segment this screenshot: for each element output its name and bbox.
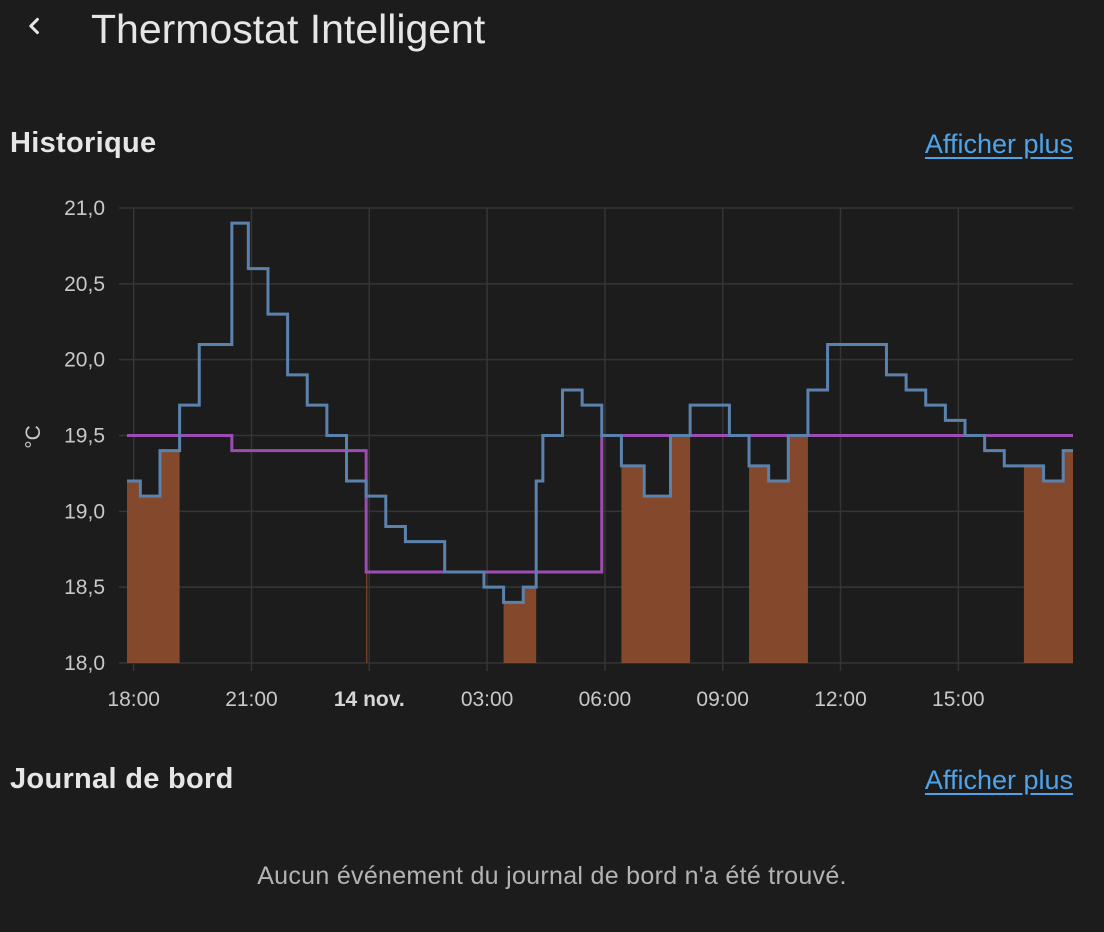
y-tick-label: 19,5 bbox=[64, 425, 105, 448]
x-tick-label: 14 nov. bbox=[334, 688, 405, 711]
x-tick-label: 18:00 bbox=[107, 688, 160, 711]
x-tick-label: 15:00 bbox=[932, 688, 985, 711]
page-title: Thermostat Intelligent bbox=[91, 6, 486, 52]
heating-area bbox=[749, 435, 808, 663]
heating-area bbox=[1023, 450, 1073, 663]
y-tick-label: 20,5 bbox=[64, 273, 105, 296]
history-chart: 18,018,519,019,520,020,521,0 18:00 21:00 1… bbox=[22, 197, 1073, 711]
series-line-target bbox=[127, 434, 1073, 574]
y-axis-label: °C bbox=[22, 425, 45, 449]
y-tick-label: 19,0 bbox=[64, 500, 105, 523]
y-axis-ticks: 18,0 18,5 19,0 19,5 20,0 20,5 21,0 bbox=[64, 197, 105, 675]
series-line-current bbox=[127, 221, 1073, 604]
chart-grid bbox=[119, 207, 1073, 671]
y-tick-label: 18,5 bbox=[64, 576, 105, 599]
chart-lines bbox=[127, 221, 1073, 604]
back-button[interactable] bbox=[12, 6, 56, 50]
logbook-section-title: Journal de bord bbox=[10, 763, 234, 795]
logbook-empty-message: Aucun événement du journal de bord n'a é… bbox=[257, 862, 847, 890]
x-tick-label: 21:00 bbox=[225, 688, 278, 711]
x-tick-label: 09:00 bbox=[696, 688, 749, 711]
heating-area bbox=[621, 435, 691, 663]
y-tick-label: 20,0 bbox=[64, 349, 105, 372]
app-header: Thermostat Intelligent bbox=[0, 0, 1104, 64]
x-tick-label: 03:00 bbox=[461, 688, 514, 711]
history-show-more-link[interactable]: Afficher plus bbox=[924, 129, 1073, 159]
x-tick-label: 06:00 bbox=[579, 688, 632, 711]
x-tick-label: 12:00 bbox=[814, 688, 867, 711]
y-tick-label: 18,0 bbox=[64, 652, 105, 675]
history-section-title: Historique bbox=[10, 127, 157, 159]
y-tick-label: 21,0 bbox=[64, 197, 105, 220]
chevron-left-icon bbox=[22, 14, 46, 43]
logbook-show-more-link[interactable]: Afficher plus bbox=[924, 765, 1073, 795]
x-axis-ticks: 18:00 21:00 14 nov. 03:00 06:00 09:00 12:00 15:… bbox=[107, 688, 984, 711]
heating-area bbox=[503, 587, 537, 663]
heating-area bbox=[127, 450, 180, 663]
heating-areas bbox=[127, 435, 1073, 663]
